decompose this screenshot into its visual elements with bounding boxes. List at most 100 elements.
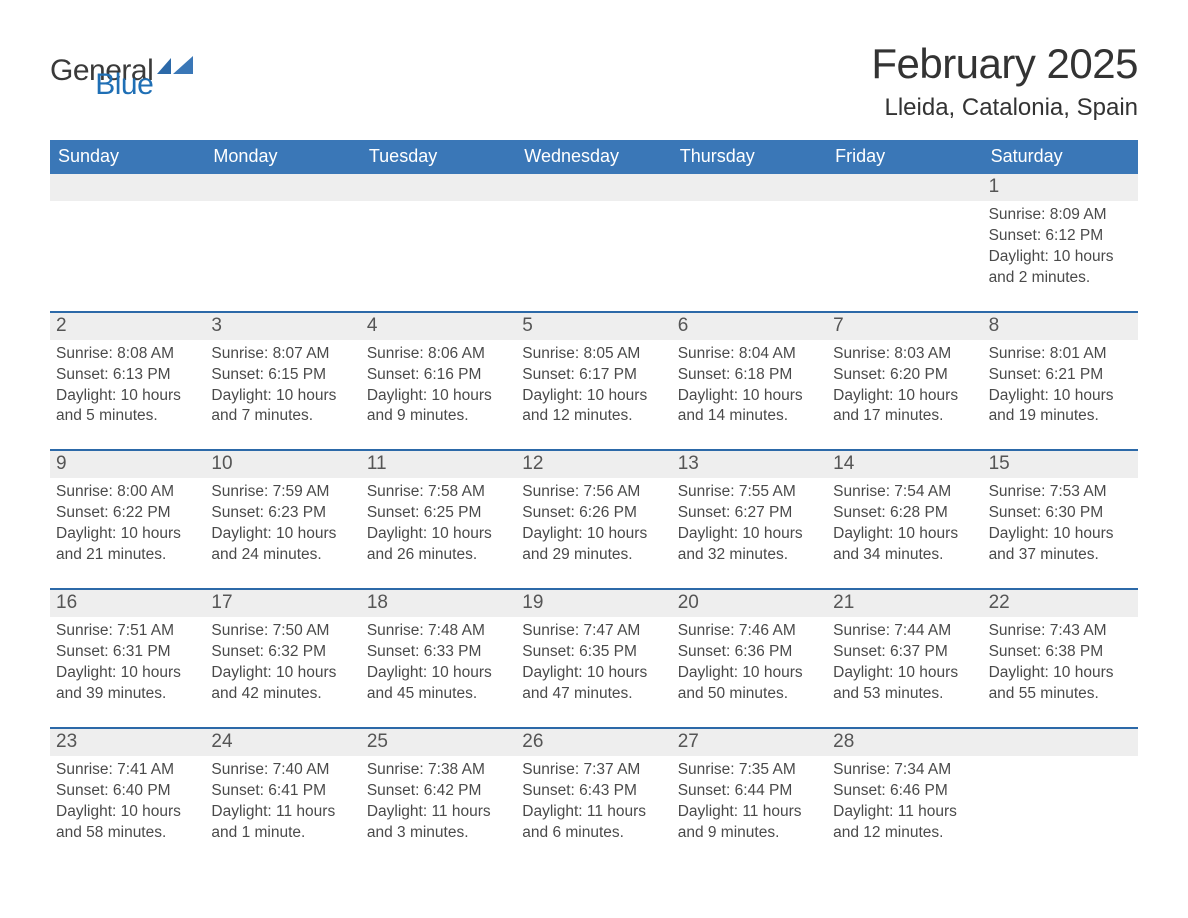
day-cell: Sunrise: 8:05 AMSunset: 6:17 PMDaylight:… — [516, 340, 671, 430]
day-cell: Sunrise: 7:34 AMSunset: 6:46 PMDaylight:… — [827, 756, 982, 846]
sunset-text: Sunset: 6:17 PM — [522, 365, 665, 386]
sunset-text: Sunset: 6:38 PM — [989, 642, 1132, 663]
weeks-container: 1Sunrise: 8:09 AMSunset: 6:12 PMDaylight… — [50, 174, 1138, 865]
calendar-week: 232425262728 Sunrise: 7:41 AMSunset: 6:40… — [50, 727, 1138, 866]
daylight-text: Daylight: 10 hours and 29 minutes. — [522, 524, 665, 566]
day-cell: Sunrise: 7:50 AMSunset: 6:32 PMDaylight:… — [205, 617, 360, 707]
day-number-row: 16171819202122 — [50, 590, 1138, 617]
sunset-text: Sunset: 6:31 PM — [56, 642, 199, 663]
day-cell — [50, 201, 205, 291]
day-number: 6 — [672, 313, 827, 340]
daylight-text: Daylight: 10 hours and 19 minutes. — [989, 386, 1132, 428]
day-cell — [827, 201, 982, 291]
sunset-text: Sunset: 6:41 PM — [211, 781, 354, 802]
day-number: 10 — [205, 451, 360, 478]
weekday-label: Friday — [827, 140, 982, 174]
weekday-label: Tuesday — [361, 140, 516, 174]
sunset-text: Sunset: 6:26 PM — [522, 503, 665, 524]
day-body-row: Sunrise: 8:00 AMSunset: 6:22 PMDaylight:… — [50, 478, 1138, 588]
day-number: 12 — [516, 451, 671, 478]
daylight-text: Daylight: 10 hours and 21 minutes. — [56, 524, 199, 566]
daylight-text: Daylight: 11 hours and 3 minutes. — [367, 802, 510, 844]
day-cell: Sunrise: 7:56 AMSunset: 6:26 PMDaylight:… — [516, 478, 671, 568]
daylight-text: Daylight: 10 hours and 39 minutes. — [56, 663, 199, 705]
day-number: 1 — [983, 174, 1138, 201]
day-cell: Sunrise: 8:06 AMSunset: 6:16 PMDaylight:… — [361, 340, 516, 430]
calendar-week: 2345678Sunrise: 8:08 AMSunset: 6:13 PMDa… — [50, 311, 1138, 450]
sunset-text: Sunset: 6:15 PM — [211, 365, 354, 386]
sunrise-text: Sunrise: 7:53 AM — [989, 482, 1132, 503]
weekday-label: Monday — [205, 140, 360, 174]
day-cell: Sunrise: 8:09 AMSunset: 6:12 PMDaylight:… — [983, 201, 1138, 291]
sunset-text: Sunset: 6:42 PM — [367, 781, 510, 802]
daylight-text: Daylight: 10 hours and 26 minutes. — [367, 524, 510, 566]
calendar-week: 9101112131415Sunrise: 8:00 AMSunset: 6:2… — [50, 449, 1138, 588]
sunset-text: Sunset: 6:43 PM — [522, 781, 665, 802]
weekday-label: Thursday — [672, 140, 827, 174]
sunrise-text: Sunrise: 8:04 AM — [678, 344, 821, 365]
sunset-text: Sunset: 6:35 PM — [522, 642, 665, 663]
day-cell: Sunrise: 7:59 AMSunset: 6:23 PMDaylight:… — [205, 478, 360, 568]
brand-blue-wrap: Blue — [155, 56, 193, 100]
sunset-text: Sunset: 6:27 PM — [678, 503, 821, 524]
day-cell: Sunrise: 7:44 AMSunset: 6:37 PMDaylight:… — [827, 617, 982, 707]
sunset-text: Sunset: 6:16 PM — [367, 365, 510, 386]
day-number: 27 — [672, 729, 827, 756]
sunrise-text: Sunrise: 7:41 AM — [56, 760, 199, 781]
day-number: 17 — [205, 590, 360, 617]
day-number — [983, 729, 1138, 756]
day-cell: Sunrise: 7:40 AMSunset: 6:41 PMDaylight:… — [205, 756, 360, 846]
sunrise-text: Sunrise: 7:50 AM — [211, 621, 354, 642]
day-cell: Sunrise: 7:38 AMSunset: 6:42 PMDaylight:… — [361, 756, 516, 846]
daylight-text: Daylight: 10 hours and 55 minutes. — [989, 663, 1132, 705]
daylight-text: Daylight: 10 hours and 24 minutes. — [211, 524, 354, 566]
sunrise-text: Sunrise: 8:00 AM — [56, 482, 199, 503]
daylight-text: Daylight: 10 hours and 53 minutes. — [833, 663, 976, 705]
daylight-text: Daylight: 10 hours and 34 minutes. — [833, 524, 976, 566]
day-number: 2 — [50, 313, 205, 340]
sunset-text: Sunset: 6:40 PM — [56, 781, 199, 802]
day-cell: Sunrise: 7:47 AMSunset: 6:35 PMDaylight:… — [516, 617, 671, 707]
day-cell: Sunrise: 7:51 AMSunset: 6:31 PMDaylight:… — [50, 617, 205, 707]
daylight-text: Daylight: 11 hours and 1 minute. — [211, 802, 354, 844]
sunrise-text: Sunrise: 7:46 AM — [678, 621, 821, 642]
day-number: 23 — [50, 729, 205, 756]
daylight-text: Daylight: 10 hours and 7 minutes. — [211, 386, 354, 428]
day-cell — [361, 201, 516, 291]
sunrise-text: Sunrise: 7:59 AM — [211, 482, 354, 503]
day-number-row: 232425262728 — [50, 729, 1138, 756]
weekday-label: Sunday — [50, 140, 205, 174]
sunrise-text: Sunrise: 7:37 AM — [522, 760, 665, 781]
day-cell: Sunrise: 7:58 AMSunset: 6:25 PMDaylight:… — [361, 478, 516, 568]
day-number: 20 — [672, 590, 827, 617]
day-number: 24 — [205, 729, 360, 756]
brand-logo: General Blue — [50, 40, 193, 100]
daylight-text: Daylight: 10 hours and 47 minutes. — [522, 663, 665, 705]
day-cell: Sunrise: 8:03 AMSunset: 6:20 PMDaylight:… — [827, 340, 982, 430]
weekday-label: Saturday — [983, 140, 1138, 174]
day-number: 26 — [516, 729, 671, 756]
day-number: 7 — [827, 313, 982, 340]
sunrise-text: Sunrise: 7:43 AM — [989, 621, 1132, 642]
sunrise-text: Sunrise: 7:51 AM — [56, 621, 199, 642]
sunrise-text: Sunrise: 7:48 AM — [367, 621, 510, 642]
month-title: February 2025 — [871, 40, 1138, 88]
title-block: February 2025 Lleida, Catalonia, Spain — [871, 40, 1138, 122]
sunset-text: Sunset: 6:25 PM — [367, 503, 510, 524]
day-number — [50, 174, 205, 201]
sunrise-text: Sunrise: 8:06 AM — [367, 344, 510, 365]
day-cell: Sunrise: 8:00 AMSunset: 6:22 PMDaylight:… — [50, 478, 205, 568]
sunrise-text: Sunrise: 7:56 AM — [522, 482, 665, 503]
daylight-text: Daylight: 10 hours and 37 minutes. — [989, 524, 1132, 566]
day-number-row: 2345678 — [50, 313, 1138, 340]
sunset-text: Sunset: 6:13 PM — [56, 365, 199, 386]
day-cell: Sunrise: 7:55 AMSunset: 6:27 PMDaylight:… — [672, 478, 827, 568]
day-cell: Sunrise: 7:54 AMSunset: 6:28 PMDaylight:… — [827, 478, 982, 568]
day-cell: Sunrise: 7:48 AMSunset: 6:33 PMDaylight:… — [361, 617, 516, 707]
sunset-text: Sunset: 6:30 PM — [989, 503, 1132, 524]
day-cell: Sunrise: 7:53 AMSunset: 6:30 PMDaylight:… — [983, 478, 1138, 568]
sunrise-text: Sunrise: 7:58 AM — [367, 482, 510, 503]
daylight-text: Daylight: 10 hours and 32 minutes. — [678, 524, 821, 566]
daylight-text: Daylight: 10 hours and 2 minutes. — [989, 247, 1132, 289]
sunrise-text: Sunrise: 7:47 AM — [522, 621, 665, 642]
